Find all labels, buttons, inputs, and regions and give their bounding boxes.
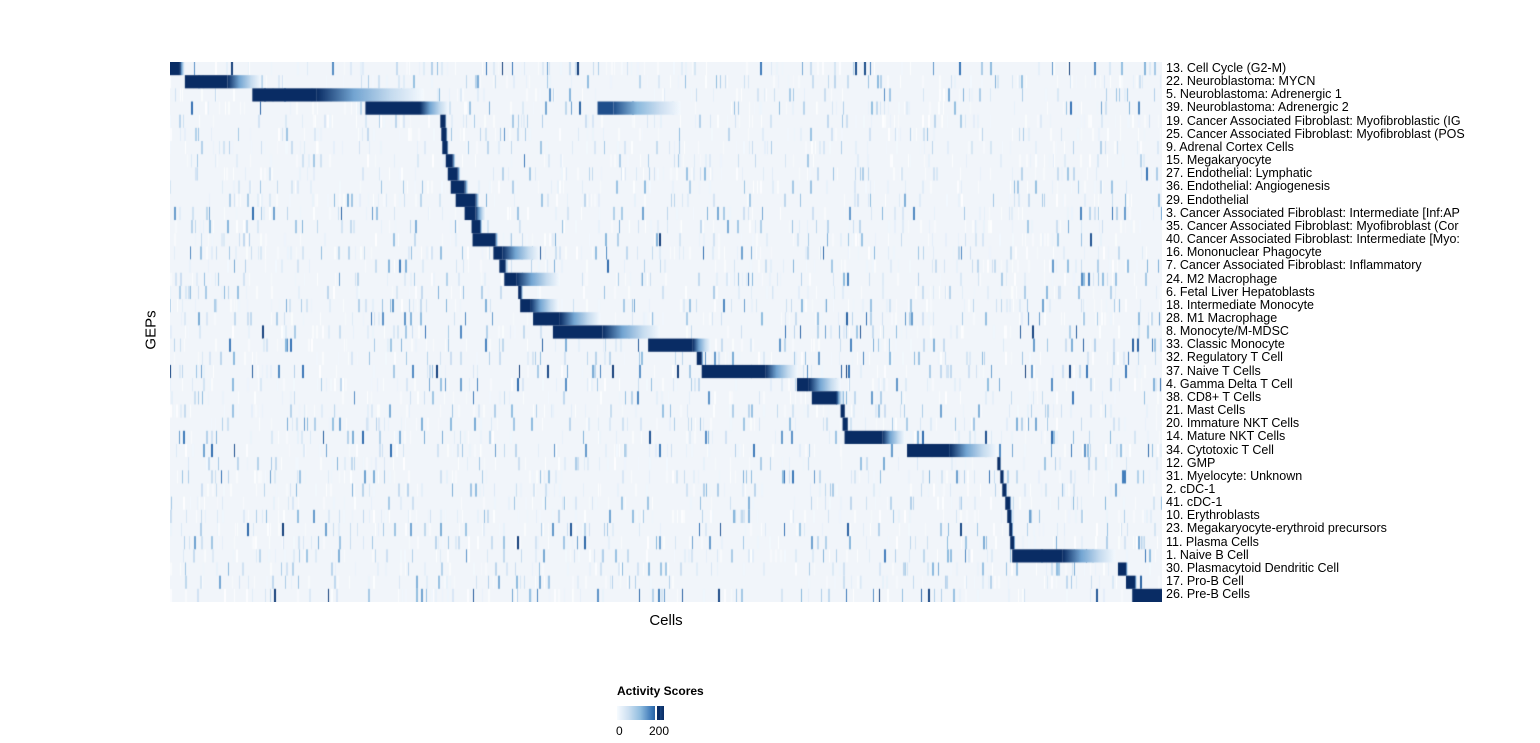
x-axis-label: Cells xyxy=(649,612,683,629)
gep-row-label: 22. Neuroblastoma: MYCN xyxy=(1166,74,1316,89)
gep-row-label: 6. Fetal Liver Hepatoblasts xyxy=(1166,284,1315,299)
gep-row-label: 10. Erythroblasts xyxy=(1166,508,1260,523)
gep-row-label: 15. Megakaryocyte xyxy=(1166,153,1272,168)
gep-row-label: 41. cDC-1 xyxy=(1166,495,1223,510)
legend-min-label: 0 xyxy=(616,724,623,738)
gep-row-label: 23. Megakaryocyte-erythroid precursors xyxy=(1166,521,1387,536)
legend-title: Activity Scores xyxy=(617,684,704,698)
gep-row-label: 37. Naive T Cells xyxy=(1166,363,1261,378)
gep-row-label: 16. Mononuclear Phagocyte xyxy=(1166,245,1322,260)
gep-row-label: 32. Regulatory T Cell xyxy=(1166,350,1283,365)
gep-row-label: 2. cDC-1 xyxy=(1166,482,1216,496)
gep-row-label: 5. Neuroblastoma: Adrenergic 1 xyxy=(1166,87,1342,102)
legend-colorbar xyxy=(617,706,664,720)
gep-row-label: 29. Endothelial xyxy=(1166,192,1249,207)
gep-row-label: 24. M2 Macrophage xyxy=(1166,271,1278,286)
gep-row-label: 11. Plasma Cells xyxy=(1166,534,1259,549)
legend-max-label: 200 xyxy=(648,724,670,738)
gep-row-label: 12. GMP xyxy=(1166,455,1216,470)
gep-row-label: 21. Mast Cells xyxy=(1166,403,1246,418)
gep-row-label: 17. Pro-B Cell xyxy=(1166,574,1244,589)
gep-row-label: 14. Mature NKT Cells xyxy=(1166,429,1286,444)
gep-row-label: 3. Cancer Associated Fibroblast: Interme… xyxy=(1166,205,1460,220)
gep-row-label: 36. Endothelial: Angiogenesis xyxy=(1166,179,1331,194)
gep-row-label: 40. Cancer Associated Fibroblast: Interm… xyxy=(1166,232,1460,247)
activity-scores-legend: Activity Scores 0 200 xyxy=(616,684,757,740)
gep-row-label: 18. Intermediate Monocyte xyxy=(1166,297,1314,312)
gep-row-label: 33. Classic Monocyte xyxy=(1166,337,1285,352)
gep-row-label: 35. Cancer Associated Fibroblast: Myofib… xyxy=(1166,218,1459,233)
gep-row-label: 9. Adrenal Cortex Cells xyxy=(1166,139,1294,154)
gep-row-label: 27. Endothelial: Lymphatic xyxy=(1166,166,1313,181)
legend-tick-200 xyxy=(657,706,660,720)
gep-row-label: 31. Myelocyte: Unknown xyxy=(1166,468,1303,483)
gep-row-label: 8. Monocyte/M-MDSC xyxy=(1166,324,1289,339)
y-axis-label: GEPs xyxy=(142,310,160,350)
gep-row-label: 38. CD8+ T Cells xyxy=(1166,389,1262,404)
gep-row-label: 25. Cancer Associated Fibroblast: Myofib… xyxy=(1166,126,1465,141)
gep-row-label: 7. Cancer Associated Fibroblast: Inflamm… xyxy=(1166,258,1422,273)
legend-tick-gap xyxy=(655,706,657,720)
gep-row-label: 30. Plasmacytoid Dendritic Cell xyxy=(1166,560,1339,575)
heatmap-canvas xyxy=(170,62,1162,602)
gep-row-label: 34. Cytotoxic T Cell xyxy=(1166,442,1274,457)
gep-row-label: 26. Pre-B Cells xyxy=(1166,587,1251,602)
gep-row-label: 39. Neuroblastoma: Adrenergic 2 xyxy=(1166,100,1349,115)
gep-row-label: 20. Immature NKT Cells xyxy=(1166,416,1300,431)
gep-row-label: 13. Cell Cycle (G2-M) xyxy=(1166,61,1287,75)
gep-row-label: 28. M1 Macrophage xyxy=(1166,310,1278,325)
gep-row-label: 1. Naive B Cell xyxy=(1166,547,1249,562)
gep-row-label: 4. Gamma Delta T Cell xyxy=(1166,376,1293,391)
gep-row-labels: 13. Cell Cycle (G2-M) 22. Neuroblastoma: … xyxy=(1166,61,1465,602)
gep-row-label: 19. Cancer Associated Fibroblast: Myofib… xyxy=(1166,113,1461,128)
